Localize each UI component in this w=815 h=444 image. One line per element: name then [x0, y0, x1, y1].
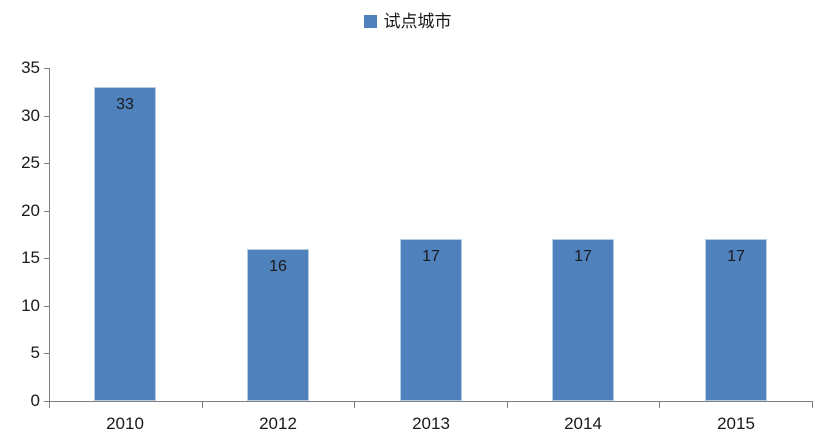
- x-axis-label: 2010: [106, 414, 144, 433]
- x-axis-line: [49, 401, 813, 402]
- y-axis-tick: [44, 401, 49, 402]
- bar: [552, 239, 614, 401]
- bar: [247, 249, 309, 401]
- legend-label: 试点城市: [383, 12, 452, 31]
- bar-value-label: 16: [269, 258, 287, 275]
- y-axis-tick: [44, 353, 49, 355]
- bar: [705, 239, 767, 401]
- y-axis-tick: [44, 258, 49, 260]
- y-axis-label: 15: [21, 248, 40, 268]
- y-axis-label: 35: [21, 58, 40, 77]
- bar-value-label: 17: [574, 248, 592, 265]
- bar-value-label: 17: [727, 248, 745, 265]
- y-axis-label: 5: [30, 343, 40, 363]
- x-axis-tick: [812, 402, 813, 408]
- x-axis-tick: [354, 402, 356, 408]
- bar: [94, 87, 156, 401]
- y-axis-label: 20: [21, 200, 40, 220]
- x-axis-tick: [659, 402, 661, 408]
- bar: [400, 239, 462, 401]
- bar-value-label: 33: [116, 96, 134, 113]
- y-axis-line: [49, 68, 50, 401]
- x-axis-label: 2013: [412, 414, 450, 433]
- x-axis-label: 2012: [259, 414, 297, 433]
- bar-value-label: 17: [422, 248, 440, 265]
- x-axis-tick: [201, 402, 203, 408]
- legend: 试点城市: [0, 13, 815, 30]
- y-axis-label: 30: [21, 105, 40, 125]
- x-axis-label: 2015: [717, 414, 755, 433]
- y-axis-tick: [44, 163, 49, 165]
- x-axis-tick: [506, 402, 508, 408]
- y-axis-tick: [44, 68, 49, 69]
- y-axis-label: 25: [21, 153, 40, 173]
- y-axis-tick: [44, 210, 49, 212]
- y-axis-label: 0: [30, 391, 40, 410]
- x-axis-tick: [49, 402, 50, 408]
- y-axis-label: 10: [21, 295, 40, 315]
- x-axis-label: 2014: [564, 414, 602, 433]
- y-axis-tick: [44, 115, 49, 117]
- legend-marker-icon: [363, 15, 377, 28]
- y-axis-tick: [44, 305, 49, 307]
